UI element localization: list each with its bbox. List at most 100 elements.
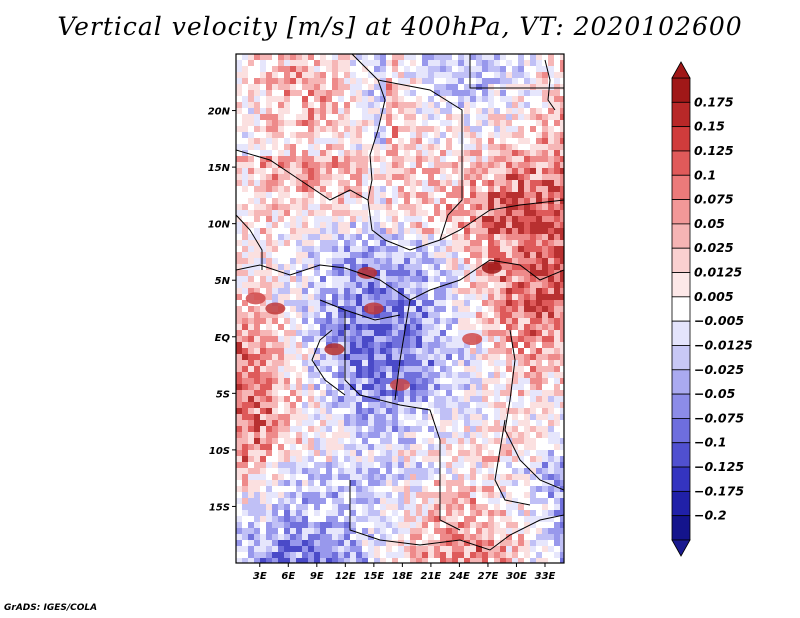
field-cell [380,126,386,132]
field-cell [296,96,302,102]
field-cell [290,396,296,402]
field-cell [266,402,272,408]
field-cell [308,216,314,222]
field-cell [260,246,266,252]
field-cell [488,258,494,264]
field-cell [452,174,458,180]
field-cell [524,414,530,420]
field-cell [482,546,488,552]
field-cell [278,456,284,462]
field-cell [368,192,374,198]
field-cell [356,210,362,216]
field-cell [290,180,296,186]
field-cell [404,324,410,330]
field-cell [476,120,482,126]
field-cell [338,300,344,306]
field-cell [272,264,278,270]
field-cell [524,444,530,450]
field-cell [524,546,530,552]
field-cell [434,276,440,282]
field-cell [536,162,542,168]
field-cell [332,108,338,114]
field-cell [482,552,488,558]
field-cell [374,324,380,330]
field-cell [530,498,536,504]
field-cell [260,480,266,486]
field-cell [362,144,368,150]
field-cell [278,396,284,402]
field-cell [254,186,260,192]
field-cell [362,324,368,330]
field-cell [392,216,398,222]
field-cell [458,480,464,486]
field-cell [518,198,524,204]
field-cell [254,108,260,114]
field-cell [542,486,548,492]
field-cell [260,114,266,120]
field-cell [470,432,476,438]
field-cell [470,360,476,366]
field-cell [554,474,560,480]
field-cell [356,522,362,528]
field-cell [530,480,536,486]
field-cell [404,108,410,114]
field-cell [308,450,314,456]
field-cell [554,534,560,540]
field-cell [314,228,320,234]
field-cell [482,558,488,563]
field-cell [554,168,560,174]
field-cell [278,504,284,510]
field-cell [350,264,356,270]
field-cell [530,300,536,306]
field-cell [248,168,254,174]
field-cell [272,162,278,168]
field-cell [386,228,392,234]
field-cell [314,54,320,60]
field-cell [326,240,332,246]
field-cell [398,156,404,162]
field-cell [248,210,254,216]
field-cell [434,222,440,228]
field-cell [326,396,332,402]
field-cell [428,252,434,258]
field-cell [248,408,254,414]
field-cell [326,558,332,563]
x-tick-label: 21E [421,571,442,582]
field-cell [404,390,410,396]
field-cell [416,336,422,342]
field-cell [392,270,398,276]
field-cell [446,528,452,534]
field-cell [380,414,386,420]
field-cell [464,558,470,563]
field-cell [254,534,260,540]
field-cell [254,408,260,414]
x-tick-label: 27E [478,571,499,582]
field-cell [314,288,320,294]
field-cell [428,318,434,324]
field-cell [482,330,488,336]
field-cell [434,390,440,396]
field-cell [302,378,308,384]
field-cell [434,348,440,354]
field-cell [476,330,482,336]
field-cell [524,534,530,540]
field-cell [542,402,548,408]
field-cell [518,366,524,372]
field-cell [512,96,518,102]
field-cell [488,468,494,474]
field-cell [428,474,434,480]
field-cell [434,234,440,240]
field-cell [296,186,302,192]
field-cell [332,306,338,312]
field-cell [260,384,266,390]
field-cell [476,234,482,240]
field-cell [482,258,488,264]
field-cell [530,150,536,156]
field-cell [314,558,320,563]
field-cell [542,72,548,78]
field-cell [272,144,278,150]
field-cell [356,492,362,498]
field-cell [362,336,368,342]
field-cell [494,126,500,132]
field-cell [422,270,428,276]
